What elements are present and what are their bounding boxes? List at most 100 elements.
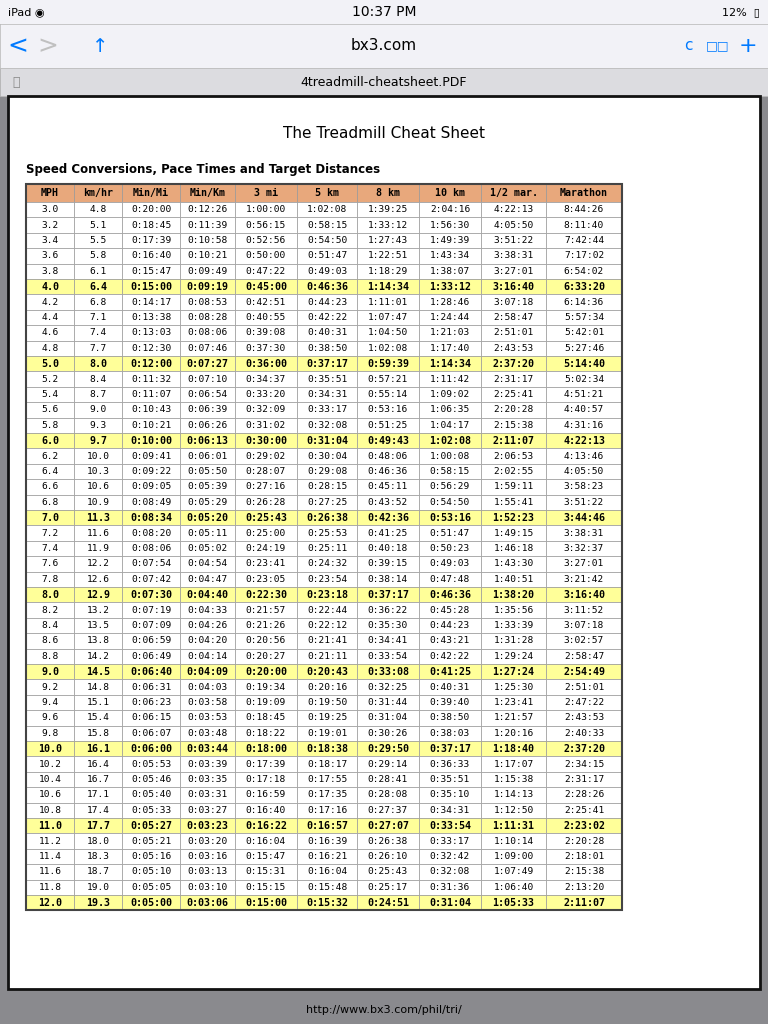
Bar xyxy=(481,664,546,679)
Bar xyxy=(122,664,180,679)
Text: 1:17:40: 1:17:40 xyxy=(430,344,470,353)
Bar xyxy=(74,818,122,834)
Bar xyxy=(26,326,74,341)
Bar xyxy=(122,648,180,664)
Text: 1:33:12: 1:33:12 xyxy=(368,220,408,229)
Text: 7.7: 7.7 xyxy=(89,344,107,353)
Text: □□: □□ xyxy=(707,40,730,52)
Text: 0:19:34: 0:19:34 xyxy=(246,683,286,691)
Text: 4.8: 4.8 xyxy=(41,344,58,353)
Bar xyxy=(180,602,235,617)
Bar xyxy=(297,711,357,726)
Bar xyxy=(419,449,481,464)
Bar xyxy=(419,648,481,664)
Bar xyxy=(297,449,357,464)
Text: 0:32:08: 0:32:08 xyxy=(307,421,347,430)
Text: 0:15:32: 0:15:32 xyxy=(306,898,348,907)
Bar xyxy=(357,772,419,787)
Text: 0:10:21: 0:10:21 xyxy=(187,252,227,260)
Text: c: c xyxy=(684,39,692,53)
Bar xyxy=(235,834,297,849)
Text: 0:08:49: 0:08:49 xyxy=(131,498,171,507)
Bar xyxy=(546,248,622,263)
Text: 7.6: 7.6 xyxy=(41,559,58,568)
Text: 17.1: 17.1 xyxy=(87,791,110,800)
Text: 0:11:32: 0:11:32 xyxy=(131,375,171,384)
Bar xyxy=(419,864,481,880)
Bar xyxy=(122,418,180,433)
Bar xyxy=(297,571,357,587)
Text: 0:06:26: 0:06:26 xyxy=(187,421,227,430)
Text: 5.0: 5.0 xyxy=(41,358,59,369)
Text: 0:38:50: 0:38:50 xyxy=(307,344,347,353)
Bar xyxy=(180,556,235,571)
Bar xyxy=(419,372,481,387)
Text: 0:51:25: 0:51:25 xyxy=(368,421,408,430)
Text: 0:32:08: 0:32:08 xyxy=(430,867,470,877)
Text: 0:06:39: 0:06:39 xyxy=(187,406,227,415)
Text: 2:54:49: 2:54:49 xyxy=(563,667,605,677)
Text: 0:12:00: 0:12:00 xyxy=(130,358,172,369)
Text: 0:30:04: 0:30:04 xyxy=(307,452,347,461)
Text: 18.3: 18.3 xyxy=(87,852,110,861)
Text: 0:43:52: 0:43:52 xyxy=(368,498,408,507)
Text: 4:22:13: 4:22:13 xyxy=(563,435,605,445)
Bar xyxy=(357,479,419,495)
Text: 0:05:02: 0:05:02 xyxy=(187,544,227,553)
Text: 3 mi: 3 mi xyxy=(254,188,278,198)
Bar xyxy=(26,217,74,232)
Text: 1:55:41: 1:55:41 xyxy=(493,498,534,507)
Bar xyxy=(481,741,546,757)
Bar xyxy=(180,510,235,525)
Text: 0:34:31: 0:34:31 xyxy=(430,806,470,815)
Bar xyxy=(122,372,180,387)
Bar xyxy=(26,402,74,418)
Text: 0:21:11: 0:21:11 xyxy=(307,652,347,660)
Bar xyxy=(74,895,122,910)
Text: 1:10:14: 1:10:14 xyxy=(493,837,534,846)
Text: 0:51:47: 0:51:47 xyxy=(307,252,347,260)
Text: 0:35:51: 0:35:51 xyxy=(307,375,347,384)
Text: 14.5: 14.5 xyxy=(86,667,110,677)
Text: 5.8: 5.8 xyxy=(89,252,107,260)
Bar xyxy=(546,295,622,310)
Bar xyxy=(357,184,419,202)
Bar xyxy=(122,772,180,787)
Text: 0:37:17: 0:37:17 xyxy=(306,358,348,369)
Bar xyxy=(481,202,546,217)
Text: 0:06:23: 0:06:23 xyxy=(131,698,171,707)
Text: 16.7: 16.7 xyxy=(87,775,110,784)
Text: 0:19:50: 0:19:50 xyxy=(307,698,347,707)
Text: 2:37:20: 2:37:20 xyxy=(563,743,605,754)
Bar xyxy=(74,757,122,772)
Text: 1:27:43: 1:27:43 xyxy=(368,236,408,245)
Bar xyxy=(180,310,235,326)
Text: 0:04:40: 0:04:40 xyxy=(187,590,229,600)
Text: 1:18:29: 1:18:29 xyxy=(368,267,408,275)
Text: 11.9: 11.9 xyxy=(87,544,110,553)
Bar xyxy=(235,571,297,587)
Bar xyxy=(235,232,297,248)
Text: 0:34:37: 0:34:37 xyxy=(246,375,286,384)
Bar xyxy=(74,571,122,587)
Bar xyxy=(546,556,622,571)
Text: 5.5: 5.5 xyxy=(89,236,107,245)
Text: 1:49:15: 1:49:15 xyxy=(493,528,534,538)
Text: 0:42:36: 0:42:36 xyxy=(367,513,409,522)
Bar xyxy=(26,803,74,818)
Text: 0:05:10: 0:05:10 xyxy=(131,867,171,877)
Bar xyxy=(26,495,74,510)
Bar xyxy=(74,864,122,880)
Text: >: > xyxy=(38,34,58,58)
Text: 0:25:17: 0:25:17 xyxy=(368,883,408,892)
Text: 1:06:35: 1:06:35 xyxy=(430,406,470,415)
Text: 0:04:26: 0:04:26 xyxy=(187,621,227,630)
Bar xyxy=(26,449,74,464)
Text: 2:20:28: 2:20:28 xyxy=(564,837,604,846)
Text: 0:21:57: 0:21:57 xyxy=(246,605,286,614)
Bar xyxy=(235,402,297,418)
Bar xyxy=(297,263,357,279)
Text: 3:27:01: 3:27:01 xyxy=(564,559,604,568)
Bar xyxy=(297,587,357,602)
Bar xyxy=(419,617,481,633)
